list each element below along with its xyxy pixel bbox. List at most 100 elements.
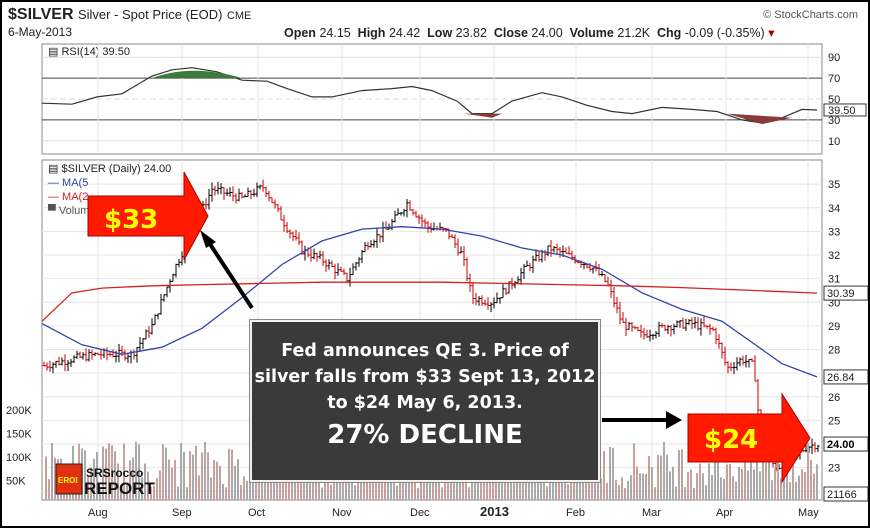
volume-bar bbox=[171, 467, 173, 500]
volume-bar bbox=[354, 485, 356, 500]
volume-bar bbox=[573, 480, 575, 500]
volume-bar bbox=[267, 465, 269, 500]
volume-bar bbox=[702, 473, 704, 500]
volume-bar bbox=[315, 481, 317, 500]
callout-box: Fed announces QE 3. Price of silver fall… bbox=[250, 320, 600, 482]
volume-bar bbox=[54, 457, 56, 500]
volume-bar bbox=[621, 477, 623, 500]
volume-bar bbox=[639, 473, 641, 500]
volume-bar bbox=[375, 477, 377, 500]
pointer-arrow-up-line bbox=[204, 236, 254, 310]
volume-bar bbox=[480, 475, 482, 500]
volume-bar bbox=[321, 487, 323, 500]
price-tick-label: 31 bbox=[828, 274, 840, 286]
volume-bar bbox=[603, 451, 605, 500]
volume-last-label: 21166 bbox=[827, 489, 857, 501]
volume-bar bbox=[651, 467, 653, 500]
volume-bar bbox=[207, 452, 209, 500]
volume-bar bbox=[726, 464, 728, 500]
rsi-tick-label: 90 bbox=[828, 52, 840, 64]
volume-bar bbox=[240, 484, 242, 500]
volume-bar bbox=[393, 482, 395, 500]
volume-bar bbox=[102, 446, 104, 500]
volume-tick-label: 150K bbox=[6, 429, 32, 441]
volume-bar bbox=[624, 487, 626, 500]
ma200-last-label-box bbox=[823, 285, 868, 301]
rsi-legend: ▤ RSI(14) 39.50 bbox=[48, 46, 130, 58]
volume-bar bbox=[396, 485, 398, 500]
volume-bar bbox=[723, 478, 725, 500]
month-label: Apr bbox=[716, 507, 733, 519]
volume-bar bbox=[153, 485, 155, 500]
volume-bar bbox=[198, 475, 200, 500]
volume-tick-label: 50K bbox=[6, 476, 26, 488]
volume-bar bbox=[795, 481, 797, 500]
volume-bar bbox=[249, 478, 251, 500]
volume-bar bbox=[111, 445, 113, 500]
arrow-high-shape bbox=[87, 171, 209, 261]
volume-bar bbox=[150, 486, 152, 500]
volume-bar bbox=[693, 487, 695, 500]
volume-bar bbox=[129, 460, 131, 500]
volume-bar bbox=[303, 478, 305, 500]
volume-bar bbox=[774, 467, 776, 500]
volume-bar bbox=[165, 447, 167, 500]
volume-bar bbox=[804, 472, 806, 500]
chart-title: $SILVER Silver - Spot Price (EOD) CME bbox=[8, 6, 251, 24]
rsi-oversold-fill bbox=[464, 113, 502, 118]
volume-bar bbox=[642, 473, 644, 500]
volume-bar bbox=[246, 480, 248, 500]
volume-last-label-box bbox=[823, 486, 868, 502]
volume-bar bbox=[780, 478, 782, 500]
volume-bar bbox=[222, 483, 224, 500]
volume-bar bbox=[597, 464, 599, 500]
price-last-label: 24.00 bbox=[827, 439, 855, 451]
price-last-label-box bbox=[823, 436, 868, 452]
rsi-tick-label: 10 bbox=[828, 136, 840, 148]
volume-bar bbox=[420, 470, 422, 500]
price-tick-label: 23 bbox=[828, 463, 840, 475]
volume-bar bbox=[225, 487, 227, 500]
volume-bar bbox=[732, 476, 734, 500]
volume-bar bbox=[216, 461, 218, 500]
volume-bar bbox=[51, 442, 53, 500]
volume-bar bbox=[450, 476, 452, 500]
volume-bar bbox=[606, 482, 608, 500]
volume-bar bbox=[345, 474, 347, 500]
logo-badge-text: EROI bbox=[58, 476, 78, 485]
volume-bar bbox=[96, 451, 98, 500]
volume-bar bbox=[510, 473, 512, 500]
volume-bar bbox=[351, 478, 353, 500]
volume-bar bbox=[177, 486, 179, 500]
callout-line-2: silver falls from $33 Sept 13, 2012 bbox=[254, 367, 596, 387]
month-label: Nov bbox=[332, 507, 352, 519]
rsi-oversold-fill bbox=[727, 113, 792, 125]
volume-bar bbox=[399, 481, 401, 500]
volume-bar bbox=[600, 478, 602, 500]
volume-bar bbox=[204, 442, 206, 500]
volume-bar bbox=[798, 475, 800, 500]
rsi-line bbox=[41, 67, 818, 124]
volume-bar bbox=[627, 480, 629, 500]
volume-bar bbox=[633, 443, 635, 500]
volume-bar bbox=[132, 457, 134, 500]
volume-bar bbox=[546, 486, 548, 500]
volume-bar bbox=[675, 486, 677, 500]
volume-bar bbox=[630, 475, 632, 500]
arrow-low-shape bbox=[687, 392, 811, 484]
volume-bar bbox=[609, 446, 611, 500]
volume-bar bbox=[741, 468, 743, 500]
volume-bar bbox=[417, 487, 419, 500]
volume-bar bbox=[279, 475, 281, 500]
volume-bar bbox=[654, 487, 656, 500]
volume-bar bbox=[585, 474, 587, 500]
volume-bar bbox=[759, 471, 761, 500]
description: Silver - Spot Price (EOD) bbox=[77, 7, 223, 22]
volume-bar bbox=[234, 465, 236, 500]
volume-bar bbox=[714, 444, 716, 500]
volume-bar bbox=[771, 480, 773, 500]
volume-legend: ▀ Volum bbox=[48, 203, 89, 217]
volume-bar bbox=[768, 449, 770, 500]
price-legend: ▤ $SILVER (Daily) 24.00 bbox=[48, 163, 171, 175]
rsi-overbought-fill bbox=[152, 70, 242, 79]
